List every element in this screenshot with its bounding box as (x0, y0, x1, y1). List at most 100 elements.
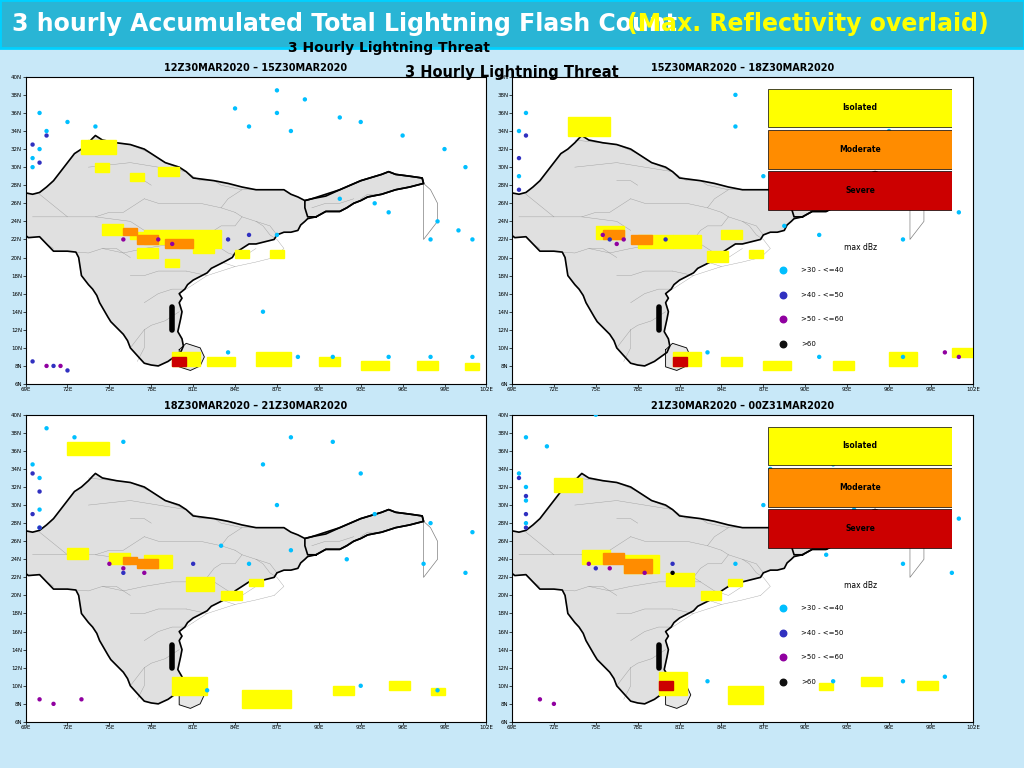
Point (136, 567, 153, 579)
Text: >40 - <=50: >40 - <=50 (801, 292, 844, 298)
Polygon shape (11, 135, 424, 366)
Point (25, 458, 41, 471)
Text: 18Z30MAR2020 – 21Z30MAR2020: 18Z30MAR2020 – 21Z30MAR2020 (165, 401, 347, 411)
Bar (673, 353, 700, 366)
Bar (256, 353, 291, 366)
Bar (186, 578, 214, 591)
Point (151, 233, 167, 246)
Text: 3 Hourly Lightning Threat: 3 Hourly Lightning Threat (406, 65, 618, 81)
Bar (137, 559, 159, 568)
Bar (819, 683, 834, 690)
Text: max dBz: max dBz (844, 581, 877, 590)
Bar (596, 226, 624, 240)
Point (352, 680, 369, 692)
Point (546, 697, 562, 710)
Bar (673, 235, 700, 249)
Point (220, 233, 237, 246)
Point (518, 495, 535, 507)
Point (881, 125, 897, 137)
Bar (658, 681, 673, 690)
Point (895, 675, 911, 687)
Polygon shape (305, 510, 424, 554)
Point (32, 157, 48, 169)
Point (32, 521, 48, 534)
Polygon shape (498, 473, 910, 703)
Point (458, 161, 474, 174)
Point (115, 233, 131, 246)
Text: >60: >60 (801, 341, 816, 347)
Point (464, 526, 480, 538)
Bar (144, 554, 172, 568)
Bar (916, 681, 938, 690)
Point (268, 84, 285, 97)
Point (25, 161, 41, 174)
Point (637, 567, 653, 579)
Bar (270, 250, 284, 257)
Point (895, 558, 911, 570)
Text: Isolated: Isolated (843, 442, 878, 450)
Point (367, 197, 383, 210)
Bar (768, 130, 952, 169)
Bar (172, 677, 207, 695)
Bar (768, 426, 952, 465)
Bar (889, 353, 916, 366)
Bar (728, 686, 763, 703)
Point (339, 553, 355, 565)
Text: 12Z30MAR2020 – 15Z30MAR2020: 12Z30MAR2020 – 15Z30MAR2020 (165, 63, 347, 73)
Text: >30 - <=40: >30 - <=40 (801, 605, 844, 611)
Text: Severe: Severe (845, 186, 876, 195)
Point (950, 206, 967, 218)
Point (774, 676, 791, 688)
Bar (82, 140, 117, 154)
Point (811, 229, 827, 241)
Point (241, 121, 257, 133)
Point (776, 220, 793, 232)
Point (325, 435, 341, 448)
Bar (165, 260, 179, 266)
Point (511, 170, 527, 182)
Bar (624, 559, 651, 573)
Polygon shape (792, 510, 910, 554)
Polygon shape (792, 172, 910, 217)
Point (25, 508, 41, 520)
Point (32, 504, 48, 516)
Point (352, 116, 369, 128)
Bar (763, 362, 792, 370)
Point (25, 467, 41, 479)
Polygon shape (666, 343, 691, 370)
Bar (242, 690, 291, 708)
Bar (750, 250, 763, 257)
Polygon shape (305, 172, 424, 217)
Point (422, 351, 438, 363)
Point (908, 193, 925, 205)
Point (422, 233, 438, 246)
Text: Moderate: Moderate (840, 482, 881, 492)
Point (268, 499, 285, 511)
Text: >50 - <=60: >50 - <=60 (801, 316, 844, 323)
Bar (333, 686, 353, 695)
Point (797, 445, 813, 457)
Point (451, 224, 467, 237)
Polygon shape (498, 135, 910, 366)
Bar (179, 230, 221, 249)
Bar (700, 591, 722, 600)
Bar (123, 557, 137, 564)
Point (581, 558, 597, 570)
Bar (603, 553, 624, 564)
Point (290, 351, 306, 363)
Point (539, 440, 555, 452)
Text: Moderate: Moderate (840, 144, 881, 154)
Bar (137, 249, 159, 257)
Bar (603, 230, 624, 240)
Bar (768, 509, 952, 548)
Point (268, 229, 285, 241)
Point (950, 351, 967, 363)
Point (255, 306, 271, 318)
Point (615, 233, 632, 246)
Point (762, 463, 778, 475)
Point (511, 467, 527, 479)
Point (164, 238, 180, 250)
Text: Isolated: Isolated (843, 104, 878, 112)
Bar (952, 348, 973, 357)
Text: 15Z30MAR2020 – 18Z30MAR2020: 15Z30MAR2020 – 18Z30MAR2020 (651, 63, 834, 73)
